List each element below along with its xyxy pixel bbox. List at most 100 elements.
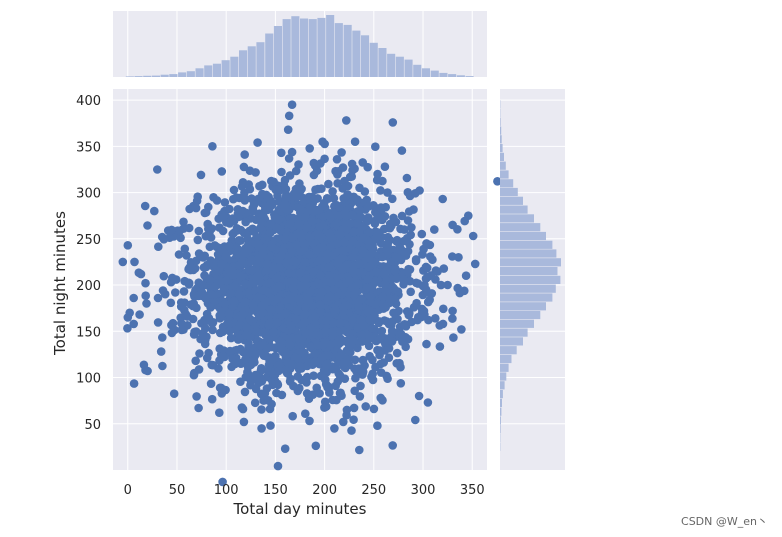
scatter-point bbox=[349, 403, 359, 413]
scatter-point bbox=[403, 334, 413, 344]
scatter-point bbox=[493, 177, 502, 186]
scatter-point bbox=[322, 361, 331, 371]
right-histogram-bar bbox=[500, 267, 558, 276]
scatter-point bbox=[242, 323, 251, 333]
scatter-point bbox=[189, 370, 199, 380]
scatter-point bbox=[205, 227, 214, 237]
scatter-point bbox=[247, 266, 257, 275]
top-histogram-bar bbox=[134, 76, 143, 77]
top-histogram-bar bbox=[421, 68, 430, 77]
scatter-point bbox=[307, 217, 317, 226]
scatter-point bbox=[414, 391, 424, 401]
scatter-point bbox=[391, 217, 401, 227]
scatter-point bbox=[354, 279, 363, 289]
scatter-point bbox=[335, 318, 345, 328]
scatter-point bbox=[355, 445, 364, 455]
scatter-point bbox=[287, 100, 297, 109]
scatter-point bbox=[354, 364, 364, 373]
scatter-point bbox=[226, 288, 235, 298]
scatter-point bbox=[377, 326, 387, 336]
scatter-point bbox=[329, 318, 338, 328]
scatter-point bbox=[388, 317, 397, 326]
scatter-point bbox=[171, 288, 180, 297]
scatter-point bbox=[174, 250, 184, 259]
scatter-point bbox=[388, 441, 398, 450]
scatter-point bbox=[289, 256, 299, 266]
scatter-point bbox=[273, 294, 283, 303]
scatter-point bbox=[339, 302, 349, 312]
top-histogram-bar bbox=[439, 72, 448, 77]
right-histogram-bar bbox=[500, 381, 505, 390]
scatter-point bbox=[286, 321, 296, 331]
scatter-point bbox=[370, 202, 379, 212]
top-histogram-bar bbox=[448, 74, 457, 77]
scatter-point bbox=[356, 294, 366, 304]
scatter-point bbox=[390, 267, 400, 276]
scatter-point bbox=[248, 301, 258, 310]
main-scatter-panel bbox=[113, 89, 502, 487]
scatter-point bbox=[349, 192, 359, 202]
scatter-point bbox=[315, 232, 325, 241]
scatter-point bbox=[374, 317, 384, 326]
scatter-point bbox=[301, 409, 310, 419]
scatter-point bbox=[376, 186, 385, 195]
scatter-point bbox=[384, 223, 394, 233]
scatter-point bbox=[241, 354, 250, 364]
scatter-point bbox=[244, 288, 253, 298]
scatter-point bbox=[358, 246, 367, 255]
x-tick-label: 150 bbox=[263, 483, 288, 498]
scatter-point bbox=[376, 359, 385, 369]
scatter-point bbox=[262, 266, 272, 275]
scatter-point bbox=[358, 321, 368, 330]
scatter-point bbox=[293, 372, 303, 381]
top-histogram-bar bbox=[143, 75, 152, 77]
top-histogram-bar bbox=[352, 30, 361, 78]
top-histogram-bar bbox=[221, 60, 230, 77]
scatter-point bbox=[350, 137, 360, 146]
scatter-point bbox=[206, 303, 215, 312]
scatter-point bbox=[318, 243, 327, 252]
scatter-point bbox=[351, 373, 360, 383]
scatter-point bbox=[337, 148, 346, 157]
scatter-point bbox=[349, 252, 358, 262]
scatter-point bbox=[225, 204, 234, 214]
scatter-point bbox=[300, 258, 310, 267]
scatter-point bbox=[257, 389, 267, 399]
scatter-point bbox=[182, 251, 191, 260]
scatter-point bbox=[256, 223, 265, 233]
scatter-point bbox=[339, 417, 348, 427]
scatter-point bbox=[435, 342, 445, 351]
scatter-point bbox=[295, 362, 305, 371]
scatter-point bbox=[464, 211, 473, 220]
right-histogram-bar bbox=[500, 354, 512, 364]
scatter-point bbox=[295, 179, 304, 188]
scatter-point bbox=[238, 310, 248, 319]
right-marginal-bars bbox=[500, 100, 561, 451]
scatter-point bbox=[251, 350, 260, 359]
scatter-point bbox=[272, 223, 282, 233]
y-tick-label: 350 bbox=[76, 140, 101, 155]
scatter-point bbox=[320, 154, 329, 164]
top-marginal-bars bbox=[125, 15, 474, 78]
scatter-point bbox=[251, 384, 261, 394]
scatter-point bbox=[315, 389, 324, 398]
right-histogram-bar bbox=[500, 170, 509, 179]
scatter-point bbox=[289, 284, 298, 293]
scatter-point bbox=[192, 303, 201, 313]
scatter-point bbox=[237, 403, 247, 412]
scatter-point bbox=[123, 241, 133, 250]
scatter-point bbox=[142, 299, 151, 308]
scatter-point bbox=[301, 328, 310, 337]
scatter-point bbox=[318, 340, 328, 350]
top-histogram-bar bbox=[300, 18, 309, 77]
scatter-point bbox=[453, 283, 463, 293]
scatter-point bbox=[194, 403, 203, 413]
y-axis-label: Total night minutes bbox=[51, 211, 69, 356]
scatter-point bbox=[317, 184, 326, 193]
x-tick-label: 300 bbox=[411, 483, 436, 498]
scatter-point bbox=[229, 296, 238, 306]
scatter-point bbox=[140, 201, 150, 211]
scatter-point bbox=[380, 346, 390, 355]
scatter-point bbox=[325, 340, 335, 350]
scatter-point bbox=[193, 235, 203, 245]
